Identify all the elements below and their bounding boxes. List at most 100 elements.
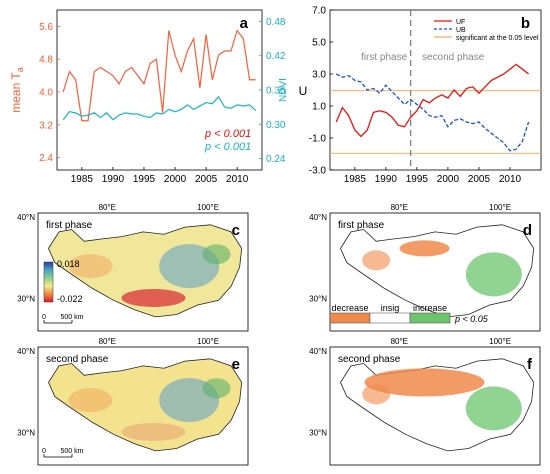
panel-a: a mean Ta NDVI p < 0.001 p < 0.001 1985 1… [9, 9, 289, 185]
panel-a-letter: a [240, 15, 249, 32]
b-x-tick-label: 1995 [406, 174, 429, 185]
map-title-d: first phase [338, 220, 385, 231]
colorbar-ramp [43, 261, 54, 303]
lat-label-40: 40°N [17, 213, 35, 222]
lat-label-30: 30°N [17, 295, 35, 304]
panel-b-phase2-label: second phase [422, 52, 485, 63]
panel-a-right-axis-label: NDVI [278, 78, 289, 102]
trend-patch-red [121, 422, 186, 441]
panel-b-phase1-label: first phase [361, 52, 408, 63]
legend-sig-label: significant at the 0.05 level [456, 35, 539, 42]
colorbar-max-label: 0.018 [57, 259, 80, 269]
lon-label-80: 80°E [99, 203, 116, 212]
b-x-tick-label: 1990 [375, 174, 398, 185]
scale-label-0: 0 [42, 448, 46, 455]
lon-label-80: 80°E [391, 203, 408, 212]
panel-b: b U first phase second phase UF UB signi… [299, 6, 542, 185]
b-x-tick-label: 2000 [437, 174, 460, 185]
map-title-e: second phase [46, 354, 109, 365]
map-letter-f: f [527, 356, 533, 373]
lat-label-30: 30°N [309, 295, 327, 304]
a-x-tick-label: 2000 [164, 174, 187, 185]
series-ndvi [62, 95, 257, 121]
b-x-tick-label: 2010 [499, 174, 522, 185]
a-x-tick-label: 1990 [102, 174, 125, 185]
lon-label-80: 80°E [391, 337, 408, 346]
series-ub [335, 73, 530, 152]
map-title-f: second phase [338, 354, 401, 365]
a-yr-tick-label: 0.42 [266, 51, 286, 62]
series-uf [335, 63, 529, 138]
trend-patch-green [202, 244, 231, 265]
colorbar-min-label: -0.022 [57, 294, 83, 304]
panel-b-frame [329, 9, 542, 171]
trend-patch-red [121, 288, 186, 307]
scale-label-500: 500 km [61, 448, 84, 455]
b-y-tick-label: 5.0 [312, 38, 326, 49]
a-yr-tick-label: 0.48 [266, 17, 286, 28]
panel-a-p-ndvi: p < 0.001 [204, 141, 251, 153]
trend-patch-decrease-west [362, 384, 391, 405]
a-yl-tick-label: 3.2 [39, 120, 53, 131]
lon-label-80: 80°E [99, 337, 116, 346]
a-x-tick-label: 1995 [133, 174, 156, 185]
lat-label-30: 30°N [17, 429, 35, 438]
panel-a-left-axis-label: mean Ta [9, 67, 25, 112]
map-letter-d: d [523, 222, 532, 239]
lon-label-100: 100°E [489, 337, 511, 346]
scale-label-0: 0 [42, 314, 46, 321]
map-letter-e: e [232, 356, 240, 373]
b-x-tick-label: 1985 [344, 174, 367, 185]
map-panel-d: 40°N 30°N 80°E 100°E first phase d [309, 203, 541, 332]
trend-patch-increase [465, 386, 522, 431]
a-yl-tick-label: 2.4 [39, 153, 53, 164]
category-legend: decrease insig increase p < 0.05 [329, 303, 489, 324]
colorbar: 0.018 -0.022 [43, 259, 83, 304]
b-y-tick-label: -1.0 [309, 134, 327, 145]
map-panel-f: 40°N 30°N 80°E 100°E second phase f [309, 337, 541, 466]
a-yr-tick-label: 0.30 [266, 120, 286, 131]
legend-label: increase [413, 303, 447, 313]
lat-label-30: 30°N [309, 429, 327, 438]
panel-b-y-label: U [299, 84, 308, 98]
lat-label-40: 40°N [309, 347, 327, 356]
b-x-tick-label: 2005 [468, 174, 491, 185]
lon-label-100: 100°E [197, 203, 219, 212]
legend-swatch [409, 312, 451, 324]
lon-label-100: 100°E [489, 203, 511, 212]
a-yl-tick-label: 5.6 [39, 22, 53, 33]
a-x-tick-label: 1985 [71, 174, 94, 185]
map-panel-c: 40°N 30°N 80°E 100°E first phase c 0 500 km [17, 203, 249, 332]
lat-label-40: 40°N [309, 213, 327, 222]
trend-patch-green [202, 378, 231, 399]
legend-p-text: p < 0.05 [454, 314, 489, 324]
a-yr-tick-label: 0.36 [266, 86, 286, 97]
trend-patch-decrease [399, 240, 450, 257]
trend-patch-orange [68, 254, 113, 279]
lat-label-40: 40°N [17, 347, 35, 356]
map-letter-c: c [232, 222, 240, 239]
b-y-tick-label: 3.0 [312, 70, 326, 81]
legend-label: insig [381, 303, 400, 313]
scale-label-500: 500 km [61, 314, 84, 321]
a-x-tick-label: 2005 [195, 174, 218, 185]
panel-b-letter: b [521, 15, 530, 32]
b-y-tick-label: 7.0 [312, 6, 326, 17]
legend-swatch [329, 312, 371, 324]
a-yr-tick-label: 0.24 [266, 154, 286, 165]
trend-patch-decrease-west [362, 250, 391, 271]
legend-ub-label: UB [456, 27, 466, 34]
legend-label: decrease [331, 303, 368, 313]
trend-patch-decrease [364, 368, 485, 397]
map-panel-e: 40°N 30°N 80°E 100°E second phase e 0 500 km [17, 337, 249, 466]
b-y-tick-label: 1.0 [312, 102, 326, 113]
lon-label-100: 100°E [197, 337, 219, 346]
trend-patch-orange [68, 388, 113, 413]
a-yl-tick-label: 4.0 [39, 88, 53, 99]
map-title-c: first phase [46, 220, 93, 231]
a-yl-tick-label: 4.8 [39, 55, 53, 66]
b-y-tick-label: -3.0 [309, 166, 327, 177]
panel-a-p-ta: p < 0.001 [204, 128, 251, 140]
